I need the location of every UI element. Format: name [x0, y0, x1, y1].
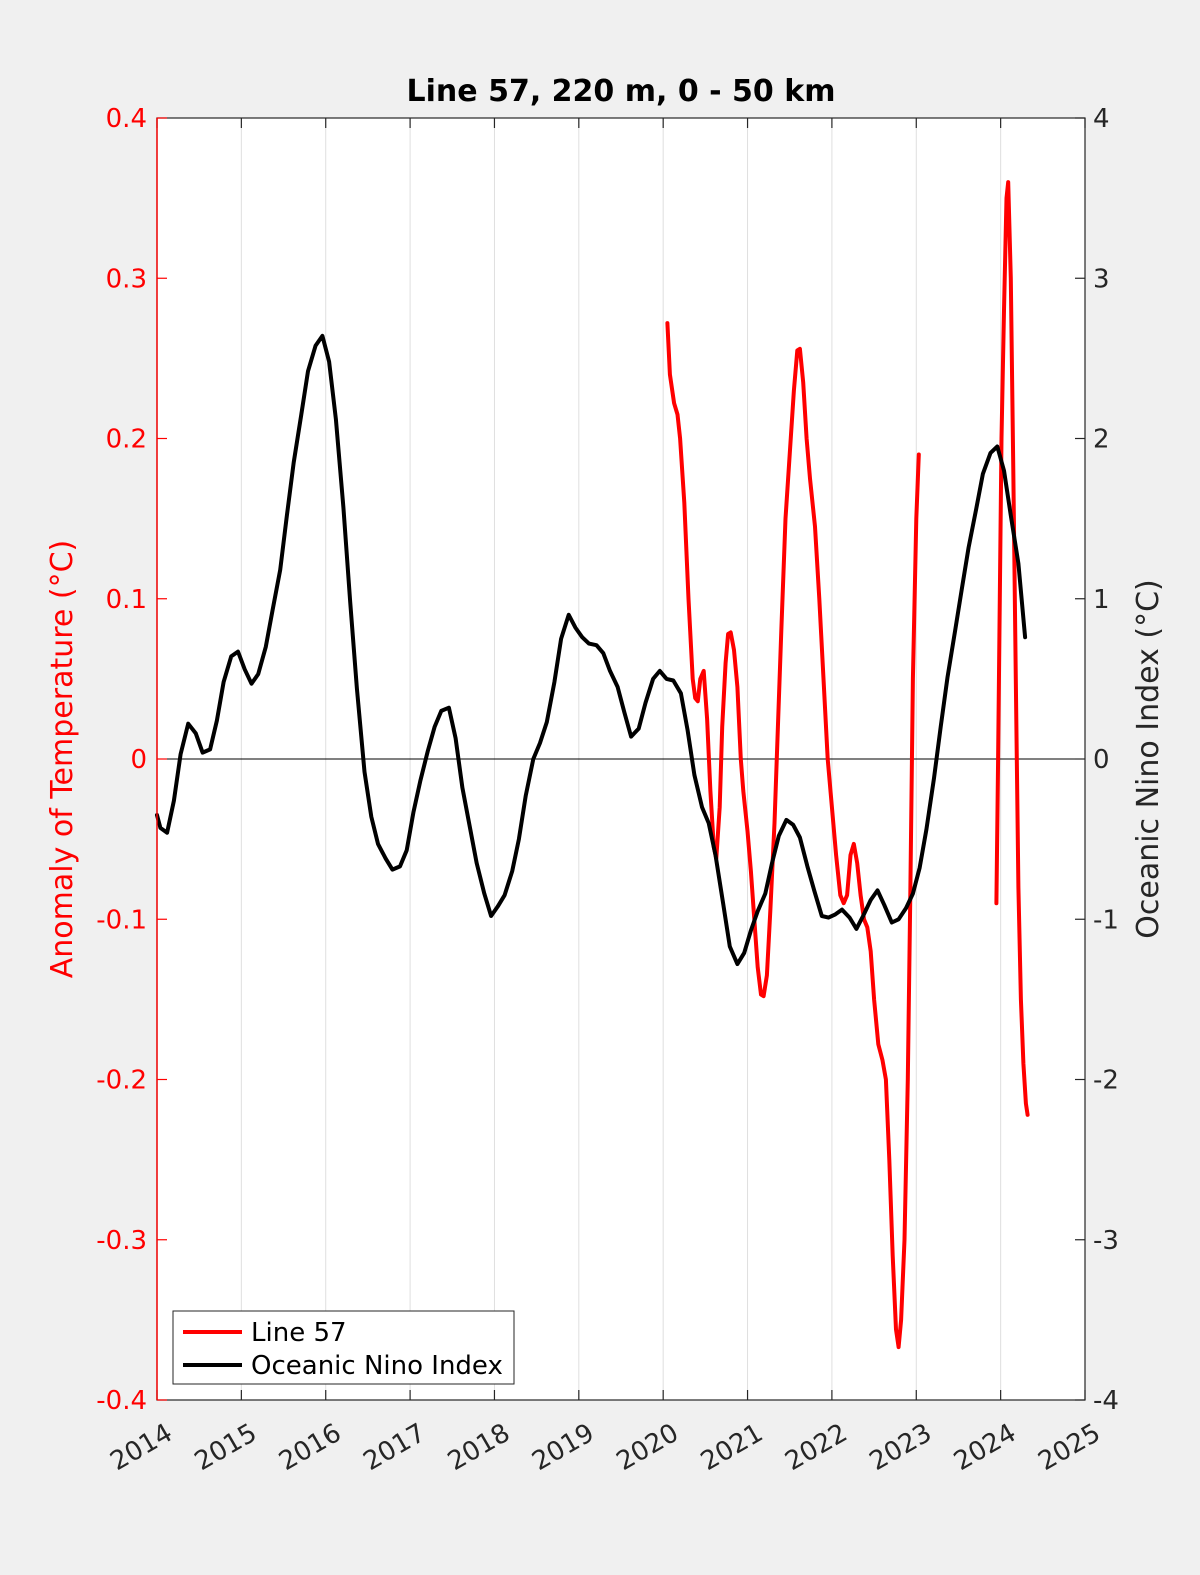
right-y-tick-label: 0 [1093, 745, 1110, 775]
left-y-tick-label: -0.3 [96, 1226, 147, 1256]
right-axis-label: Oceanic Nino Index (°C) [1131, 579, 1166, 939]
left-axis-label: Anomaly of Temperature (°C) [45, 540, 80, 979]
left-y-tick-label: 0.3 [106, 264, 147, 294]
legend: Line 57 Oceanic Nino Index [172, 1310, 515, 1385]
series-line-57 [994, 180, 1030, 1117]
right-y-tick-label: -1 [1093, 905, 1119, 935]
left-y-tick-label: 0.4 [106, 104, 147, 134]
left-y-tick-label: 0.2 [106, 425, 147, 455]
right-y-tick-label: 3 [1093, 264, 1110, 294]
right-y-tick-label: 2 [1093, 425, 1110, 455]
left-y-tick-label: -0.2 [96, 1066, 147, 1096]
right-y-tick-label: 1 [1093, 585, 1110, 615]
left-y-tick-label: 0 [130, 745, 147, 775]
chart-title: Line 57, 220 m, 0 - 50 km [407, 74, 836, 109]
left-y-tick-label: -0.4 [96, 1386, 147, 1416]
series-line-57 [665, 321, 921, 1350]
legend-label-oni: Oceanic Nino Index [251, 1351, 503, 1381]
legend-label-line-57: Line 57 [251, 1318, 347, 1348]
right-y-tick-label: -2 [1093, 1066, 1119, 1096]
series-oceanic-nino-index [155, 333, 1028, 967]
right-y-tick-label: 4 [1093, 104, 1110, 134]
series-group [155, 180, 1030, 1350]
right-y-tick-label: -4 [1093, 1386, 1119, 1416]
left-y-tick-label: -0.1 [96, 905, 147, 935]
legend-box [172, 1310, 515, 1385]
left-y-tick-label: 0.1 [106, 585, 147, 615]
right-y-tick-label: -3 [1093, 1226, 1119, 1256]
